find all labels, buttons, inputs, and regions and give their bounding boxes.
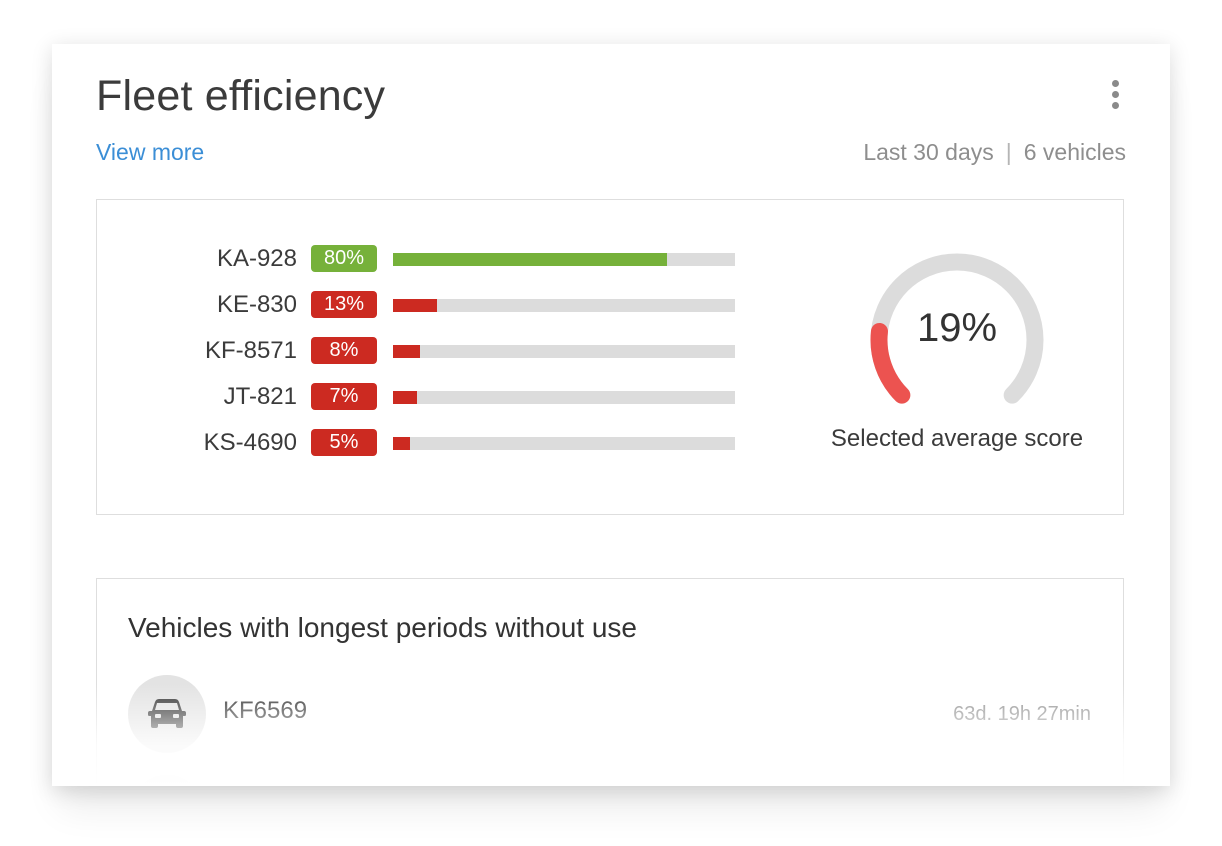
card-title: Fleet efficiency: [96, 72, 386, 120]
vehicle-count: 6 vehicles: [1023, 139, 1126, 165]
unused-vehicle-row[interactable]: JT-821: [97, 775, 1123, 786]
more-vertical-icon[interactable]: [1106, 78, 1126, 112]
view-more-link[interactable]: View more: [96, 139, 205, 165]
vehicle-name: KF-8571: [204, 337, 297, 364]
efficiency-row: KA-928 80%: [97, 244, 737, 274]
gauge-fill: [870, 322, 911, 404]
vehicle-name: KE-830: [216, 291, 297, 318]
unused-vehicles-panel: Vehicles with longest periods without us…: [96, 578, 1124, 786]
efficiency-bar-track: [393, 299, 735, 312]
vehicle-name: JT-821: [223, 383, 297, 410]
fleet-efficiency-card: Fleet efficiency View more Last 30 days …: [52, 44, 1170, 786]
efficiency-bar-fill: [393, 437, 411, 450]
percent-badge: 5%: [311, 429, 377, 456]
efficiency-row: KF-8571 8%: [97, 336, 737, 366]
efficiency-bar-track: [393, 391, 735, 404]
efficiency-row: JT-821 7%: [97, 382, 737, 412]
percent-badge: 7%: [311, 383, 377, 410]
percent-badge: 8%: [311, 337, 377, 364]
car-icon: [128, 675, 206, 753]
efficiency-bar-track: [393, 253, 735, 266]
vehicle-name: KA-928: [216, 245, 297, 272]
car-icon: [128, 775, 206, 786]
efficiency-bar-fill: [393, 345, 421, 358]
meta-separator: |: [1005, 139, 1012, 165]
gauge-value: 19%: [916, 306, 998, 350]
average-score-gauge: [870, 253, 1044, 404]
percent-badge: 80%: [311, 245, 377, 272]
percent-badge: 13%: [311, 291, 377, 318]
period-label: Last 30 days: [863, 139, 994, 165]
unused-vehicle-row[interactable]: KF6569 63d. 19h 27min: [97, 675, 1123, 755]
efficiency-bar-fill: [393, 299, 438, 312]
efficiency-bar-track: [393, 437, 735, 450]
unused-vehicles-title: Vehicles with longest periods without us…: [128, 612, 637, 643]
efficiency-row: KS-4690 5%: [97, 428, 737, 458]
efficiency-bar-fill: [393, 253, 667, 266]
gauge-label: Selected average score: [830, 425, 1084, 452]
efficiency-bar-track: [393, 345, 735, 358]
efficiency-bar-fill: [393, 391, 417, 404]
vehicle-name: KF6569: [223, 697, 308, 724]
efficiency-row: KE-830 13%: [97, 290, 737, 320]
card-meta: Last 30 days | 6 vehicles: [863, 139, 1126, 166]
vehicle-name: KS-4690: [203, 429, 297, 456]
idle-duration: 63d. 19h 27min: [953, 703, 1091, 725]
efficiency-panel: KA-928 80% KE-830 13% KF-8571 8% JT-821 7% KS-46…: [96, 199, 1124, 515]
